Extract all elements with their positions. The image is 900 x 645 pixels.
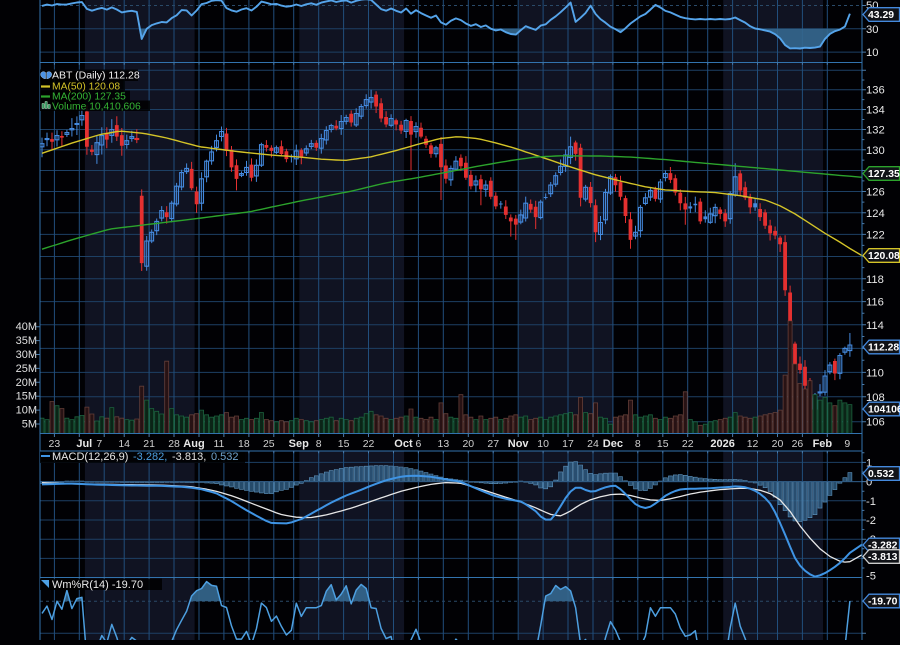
svg-text:8: 8: [635, 438, 641, 450]
svg-text:15: 15: [657, 438, 669, 450]
svg-text:-3.282: -3.282: [868, 541, 898, 552]
svg-text:20: 20: [772, 438, 784, 450]
svg-text:28: 28: [168, 438, 180, 450]
svg-text:10410606: 10410606: [868, 405, 900, 416]
svg-text:-5: -5: [866, 571, 876, 583]
svg-text:25: 25: [263, 438, 275, 450]
svg-text:0.532: 0.532: [211, 451, 239, 463]
svg-text:130: 130: [866, 145, 885, 157]
svg-text:30: 30: [866, 24, 878, 36]
svg-text:15M: 15M: [16, 391, 37, 403]
svg-text:ABT (Daily) 112.28: ABT (Daily) 112.28: [52, 70, 140, 82]
svg-text:110: 110: [866, 367, 884, 379]
svg-text:Oct: Oct: [394, 438, 413, 450]
svg-text:Wm%R(14) -19.70: Wm%R(14) -19.70: [52, 579, 143, 591]
svg-text:30M: 30M: [16, 349, 37, 361]
svg-text:112.28: 112.28: [868, 343, 899, 354]
svg-text:114: 114: [866, 320, 884, 332]
svg-text:-3.282,: -3.282,: [133, 451, 167, 463]
svg-text:11: 11: [213, 438, 224, 450]
svg-text:10M: 10M: [16, 405, 37, 417]
svg-text:8: 8: [316, 438, 322, 450]
svg-text:MACD(12,26,9): MACD(12,26,9): [52, 451, 128, 463]
svg-text:122: 122: [866, 229, 885, 241]
svg-text:118: 118: [866, 274, 884, 286]
svg-text:2026: 2026: [710, 438, 734, 450]
svg-text:40M: 40M: [16, 321, 37, 333]
svg-text:Volume 10,410,606: Volume 10,410,606: [52, 102, 141, 113]
svg-text:13: 13: [438, 438, 450, 450]
svg-text:-19.70: -19.70: [868, 597, 898, 608]
svg-text:108: 108: [866, 392, 885, 404]
svg-text:Aug: Aug: [183, 438, 204, 450]
svg-text:Feb: Feb: [813, 438, 833, 450]
svg-text:136: 136: [866, 85, 885, 97]
svg-text:20: 20: [462, 438, 474, 450]
svg-text:134: 134: [866, 104, 885, 116]
svg-text:MA(50) 120.08: MA(50) 120.08: [52, 82, 120, 93]
svg-text:26: 26: [792, 438, 804, 450]
svg-text:MA(200) 127.35: MA(200) 127.35: [52, 92, 126, 103]
svg-text:25M: 25M: [16, 363, 37, 375]
svg-text:120.08: 120.08: [868, 251, 900, 262]
svg-text:18: 18: [238, 438, 250, 450]
svg-text:6: 6: [415, 438, 421, 450]
svg-text:127.35: 127.35: [868, 169, 900, 180]
svg-text:Nov: Nov: [508, 438, 530, 450]
svg-text:17: 17: [562, 438, 574, 450]
svg-text:1: 1: [866, 457, 872, 469]
svg-text:15: 15: [338, 438, 350, 450]
svg-text:10: 10: [866, 47, 878, 59]
svg-text:14: 14: [118, 438, 130, 450]
svg-text:-1: -1: [866, 496, 876, 508]
svg-text:35M: 35M: [16, 335, 37, 347]
svg-text:7: 7: [96, 438, 102, 450]
svg-text:24: 24: [587, 438, 599, 450]
svg-text:20M: 20M: [16, 377, 37, 389]
svg-text:126: 126: [866, 186, 885, 198]
svg-text:116: 116: [866, 297, 884, 309]
svg-text:124: 124: [866, 208, 885, 220]
svg-text:Sep: Sep: [289, 438, 309, 450]
svg-text:23: 23: [49, 438, 61, 450]
svg-text:106: 106: [866, 417, 885, 429]
svg-text:-2: -2: [866, 515, 876, 527]
svg-text:10: 10: [537, 438, 549, 450]
svg-text:Dec: Dec: [603, 438, 623, 450]
svg-text:0: 0: [866, 477, 872, 489]
svg-text:0.532: 0.532: [868, 469, 894, 480]
svg-text:12: 12: [747, 438, 759, 450]
svg-text:21: 21: [143, 438, 155, 450]
svg-text:-3.813,: -3.813,: [172, 451, 206, 463]
svg-text:27: 27: [487, 438, 499, 450]
svg-text:132: 132: [866, 125, 885, 137]
svg-text:22: 22: [682, 438, 694, 450]
svg-text:43.29: 43.29: [868, 10, 894, 21]
svg-text:Jul: Jul: [76, 438, 92, 450]
svg-text:5M: 5M: [22, 419, 37, 431]
svg-text:9: 9: [844, 438, 850, 450]
svg-text:-3.813: -3.813: [868, 552, 898, 563]
svg-text:22: 22: [363, 438, 375, 450]
